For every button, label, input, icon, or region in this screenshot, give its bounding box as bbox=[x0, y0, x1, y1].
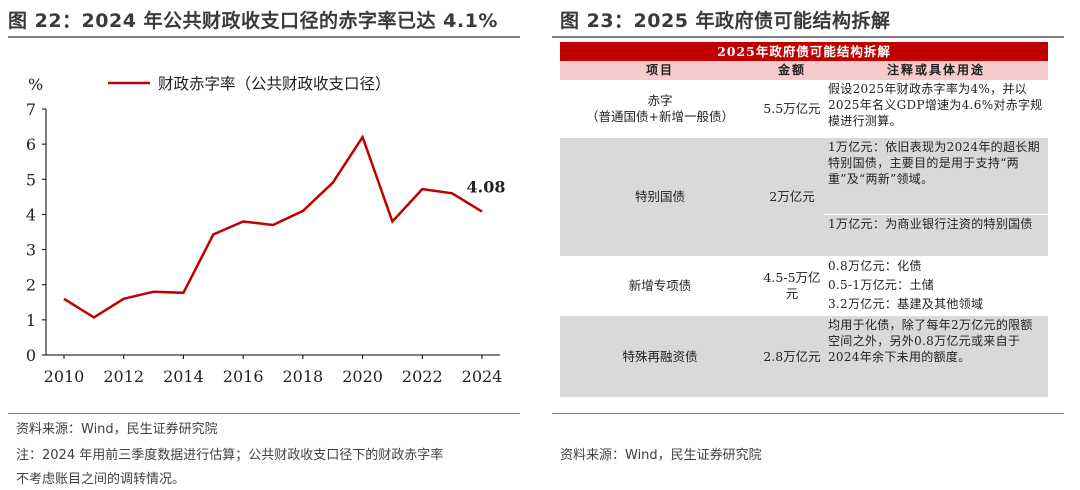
note-text: 3.2万亿元：基建及其他领域 bbox=[828, 297, 984, 311]
x-tick-label: 2016 bbox=[223, 367, 264, 386]
table-row: 特殊再融资债 2.8万亿元 均用于化债，除了每年2万亿元的限额空间之外，另外0.… bbox=[560, 316, 1048, 398]
left-source: 资料来源：Wind，民生证券研究院 bbox=[16, 422, 218, 437]
row-item: 赤字 （普通国债+新增一般债） bbox=[560, 80, 760, 137]
y-tick-label: 1 bbox=[26, 311, 36, 330]
row-notes: 均用于化债，除了每年2万亿元的限额空间之外，另外0.8万亿元或来自于2024年余… bbox=[824, 316, 1048, 397]
x-tick-label: 2022 bbox=[402, 367, 443, 386]
x-tick-label: 2012 bbox=[103, 367, 144, 386]
table-row: 新增专项债 4.5-5万亿元 0.8万亿元：化债 0.5-1万亿元：土储 3.2… bbox=[560, 257, 1048, 316]
y-tick-label: 2 bbox=[26, 276, 36, 295]
row-item: 特别国债 bbox=[634, 189, 685, 204]
left-note-line2: 不考虑账目之间的调转情况。 bbox=[16, 472, 186, 487]
header-notes: 注释或具体用途 bbox=[886, 63, 985, 77]
table-source-rule bbox=[552, 413, 1064, 414]
row-amount: 4.5-5万亿元 bbox=[763, 270, 821, 301]
table-banner: 2025年政府债可能结构拆解 bbox=[560, 42, 1048, 61]
y-tick-label: 5 bbox=[26, 170, 36, 189]
row-item-detail: （普通国债+新增一般债） bbox=[586, 108, 734, 124]
debt-structure-table: 2025年政府债可能结构拆解 项目 金额 注释或具体用途 赤字 （普通国债+新增… bbox=[560, 42, 1048, 398]
x-tick-label: 2018 bbox=[282, 367, 323, 386]
row-amount: 2.8万亿元 bbox=[763, 348, 821, 364]
header-item: 项目 bbox=[645, 63, 674, 77]
table-title-rule bbox=[552, 36, 1064, 38]
row-notes: 假设2025年财政赤字率为4%，并以2025年名义GDP增速为4.6%对赤字规模… bbox=[824, 80, 1048, 137]
y-tick-label: 7 bbox=[26, 100, 36, 119]
x-tick-label: 2014 bbox=[163, 367, 204, 386]
end-value-label: 4.08 bbox=[467, 178, 506, 197]
series-line bbox=[63, 134, 483, 319]
y-tick-label: 6 bbox=[26, 135, 36, 154]
y-tick-label: 3 bbox=[26, 241, 36, 260]
table-row: 赤字 （普通国债+新增一般债） 5.5万亿元 假设2025年财政赤字率为4%，并… bbox=[560, 80, 1048, 138]
y-tick-label: 0 bbox=[26, 346, 36, 365]
chart-title: 图 22：2024 年公共财政收支口径的赤字率已达 4.1% bbox=[8, 10, 498, 32]
chart-axes: 0 1 2 3 4 5 6 7 2010 2012 2014 2016 2018 2020 2022 2024 bbox=[26, 100, 503, 386]
row-amount: 2万亿元 bbox=[769, 189, 815, 204]
x-tick-label: 2010 bbox=[44, 367, 85, 386]
row-item-name: 赤字 bbox=[647, 92, 673, 108]
table-row: 特别国债 2万亿元 1万亿元：依旧表现为2024年的超长期特别国债，主要目的是用… bbox=[560, 138, 1048, 257]
x-tick-label: 2024 bbox=[462, 367, 503, 386]
chart-marks: 4.08 bbox=[63, 134, 506, 319]
header-amount: 金额 bbox=[777, 63, 806, 77]
note-text: 1万亿元：依旧表现为2024年的超长期特别国债，主要目的是用于支持“两重”及“两… bbox=[824, 138, 1048, 215]
row-item: 特殊再融资债 bbox=[622, 348, 698, 364]
note-text: 0.8万亿元：化债 bbox=[824, 257, 1048, 276]
title-rule bbox=[8, 36, 520, 38]
unit-label: % bbox=[28, 75, 43, 94]
table-header-row: 项目 金额 注释或具体用途 bbox=[560, 61, 1048, 80]
table-panel-title: 图 23：2025 年政府债可能结构拆解 bbox=[560, 10, 891, 32]
row-amount: 5.5万亿元 bbox=[763, 100, 821, 116]
note-text: 0.5-1万亿元：土储 bbox=[824, 276, 1048, 295]
note-text: 1万亿元：为商业银行注资的特别国债 bbox=[828, 217, 1033, 231]
row-notes: 1万亿元：依旧表现为2024年的超长期特别国债，主要目的是用于支持“两重”及“两… bbox=[824, 138, 1048, 256]
left-note-line1: 注：2024 年用前三季度数据进行估算；公共财政收支口径下的财政赤字率 bbox=[16, 448, 444, 463]
legend-label: 财政赤字率（公共财政收支口径） bbox=[158, 75, 391, 93]
row-notes: 0.8万亿元：化债 0.5-1万亿元：土储 3.2万亿元：基建及其他领域 bbox=[824, 257, 1048, 315]
note-text: 假设2025年财政赤字率为4%，并以2025年名义GDP增速为4.6%对赤字规模… bbox=[828, 82, 1043, 128]
note-text: 均用于化债，除了每年2万亿元的限额空间之外，另外0.8万亿元或来自于2024年余… bbox=[828, 318, 1033, 364]
row-item: 新增专项债 bbox=[628, 278, 692, 293]
deficit-line-chart: % 财政赤字率（公共财政收支口径） 0 1 2 3 4 5 6 7 2010 2012 2014 20… bbox=[26, 75, 506, 386]
source-rule bbox=[8, 413, 520, 414]
y-tick-label: 4 bbox=[26, 205, 36, 224]
x-tick-label: 2020 bbox=[342, 367, 383, 386]
right-source: 资料来源：Wind，民生证券研究院 bbox=[560, 448, 762, 463]
